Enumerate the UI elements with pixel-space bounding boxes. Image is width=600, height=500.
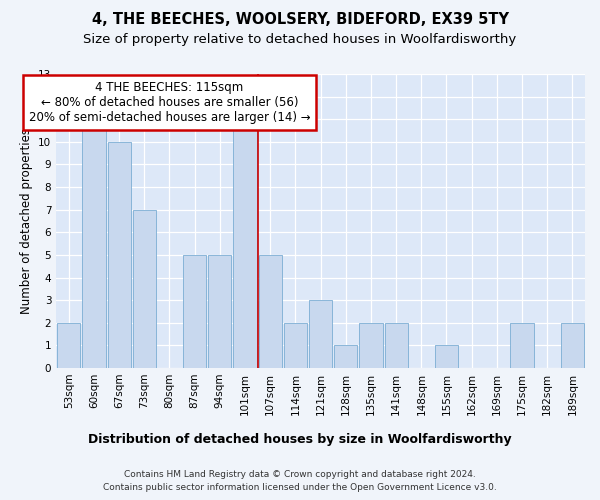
Text: 4 THE BEECHES: 115sqm
← 80% of detached houses are smaller (56)
20% of semi-deta: 4 THE BEECHES: 115sqm ← 80% of detached …	[29, 81, 310, 124]
Bar	[183, 255, 206, 368]
Text: 4, THE BEECHES, WOOLSERY, BIDEFORD, EX39 5TY: 4, THE BEECHES, WOOLSERY, BIDEFORD, EX39…	[91, 12, 509, 28]
Bar	[82, 119, 106, 368]
Y-axis label: Number of detached properties: Number of detached properties	[20, 128, 32, 314]
Bar	[334, 346, 358, 368]
Bar	[435, 346, 458, 368]
Bar	[133, 210, 156, 368]
Bar	[208, 255, 232, 368]
Bar	[107, 142, 131, 368]
Bar	[561, 323, 584, 368]
Bar	[233, 119, 257, 368]
Bar	[259, 255, 282, 368]
Bar	[284, 323, 307, 368]
Bar	[309, 300, 332, 368]
Bar	[57, 323, 80, 368]
Bar	[385, 323, 408, 368]
Bar	[359, 323, 383, 368]
Text: Distribution of detached houses by size in Woolfardisworthy: Distribution of detached houses by size …	[88, 432, 512, 446]
Text: Contains HM Land Registry data © Crown copyright and database right 2024.: Contains HM Land Registry data © Crown c…	[124, 470, 476, 479]
Text: Size of property relative to detached houses in Woolfardisworthy: Size of property relative to detached ho…	[83, 32, 517, 46]
Text: Contains public sector information licensed under the Open Government Licence v3: Contains public sector information licen…	[103, 482, 497, 492]
Bar	[511, 323, 533, 368]
